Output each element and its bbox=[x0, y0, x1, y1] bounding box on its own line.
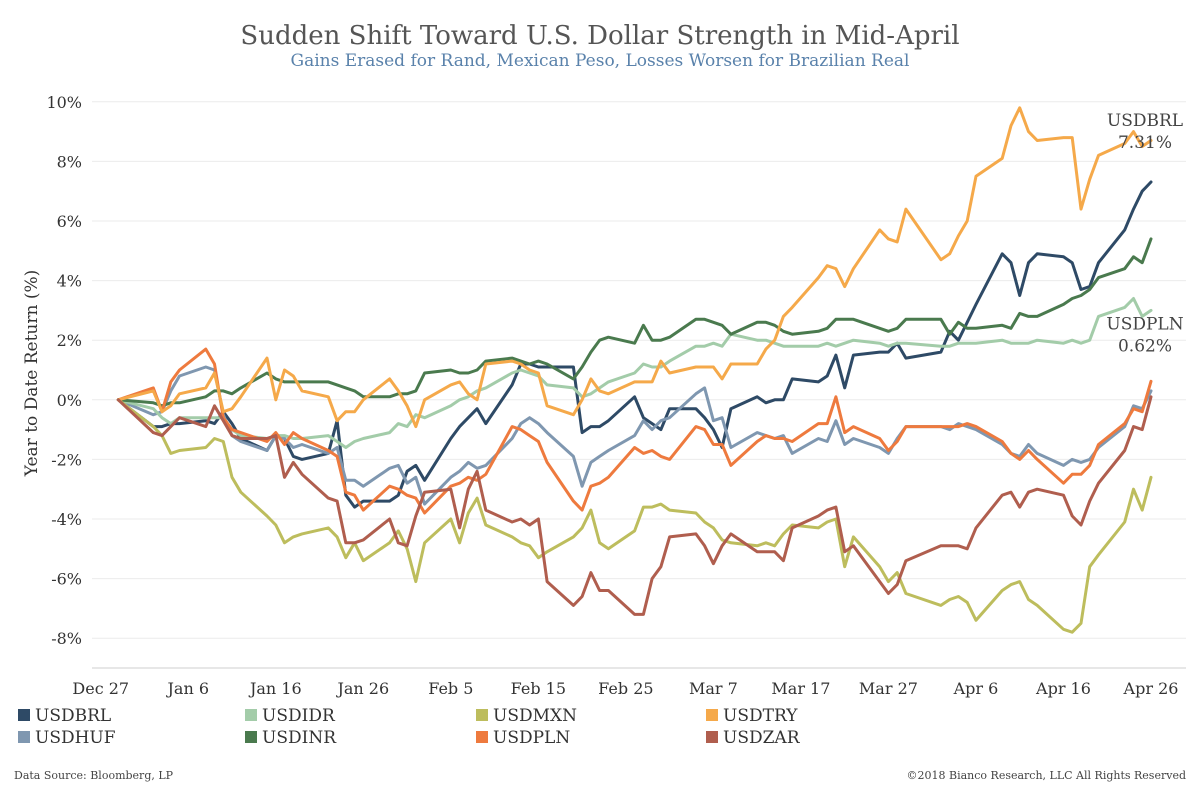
x-tick-label: Feb 5 bbox=[428, 679, 473, 698]
y-tick-label: 6% bbox=[57, 212, 82, 231]
series-line-usdmxn bbox=[116, 398, 1153, 634]
annotation-label: USDBRL bbox=[1107, 111, 1183, 131]
legend-swatch-usdtry bbox=[706, 709, 718, 721]
x-tick-label: Jan 6 bbox=[166, 679, 210, 698]
annotation-value: 7.31% bbox=[1118, 133, 1172, 153]
legend-swatch-usdpln bbox=[476, 731, 488, 743]
x-tick-label: Apr 6 bbox=[953, 679, 999, 698]
legend-swatch-usdbrl bbox=[18, 709, 30, 721]
data-source-note: Data Source: Bloomberg, LP bbox=[14, 769, 174, 782]
x-tick-label: Mar 7 bbox=[689, 679, 738, 698]
x-tick-label: Dec 27 bbox=[72, 679, 129, 698]
series-line-usdpln bbox=[116, 347, 1153, 515]
y-tick-label: -2% bbox=[51, 450, 82, 469]
copyright-note: ©2018 Bianco Research, LLC All Rights Re… bbox=[907, 769, 1186, 782]
chart-subtitle: Gains Erased for Rand, Mexican Peso, Los… bbox=[291, 51, 910, 71]
annotation-label: USDPLN bbox=[1106, 314, 1183, 334]
y-tick-label: 0% bbox=[57, 391, 82, 410]
y-axis-label: Year to Date Return (%) bbox=[22, 270, 42, 478]
annotation-value: 0.62% bbox=[1118, 336, 1172, 356]
gridlines bbox=[92, 101, 1186, 639]
legend-label-usdtry: USDTRY bbox=[723, 706, 798, 726]
y-tick-label: -6% bbox=[51, 570, 82, 589]
y-tick-label: 8% bbox=[57, 152, 82, 171]
y-tick-label: -4% bbox=[51, 510, 82, 529]
series-line-usdinr bbox=[116, 237, 1153, 408]
y-tick-label: 10% bbox=[46, 93, 82, 112]
legend-label-usdhuf: USDHUF bbox=[35, 728, 116, 748]
y-tick-label: 2% bbox=[57, 331, 82, 350]
y-tick-label: -8% bbox=[51, 629, 82, 648]
x-tick-label: Mar 17 bbox=[771, 679, 830, 698]
x-tick-label: Feb 25 bbox=[598, 679, 653, 698]
series-line-usdtry bbox=[116, 106, 1153, 429]
series-lines bbox=[116, 106, 1153, 634]
legend-swatch-usdidr bbox=[245, 709, 257, 721]
x-tick-label: Apr 16 bbox=[1035, 679, 1091, 698]
chart-title: Sudden Shift Toward U.S. Dollar Strength… bbox=[240, 21, 959, 51]
legend-swatch-usdinr bbox=[245, 731, 257, 743]
legend-label-usdinr: USDINR bbox=[262, 728, 337, 748]
legend: USDBRL USDIDR USDMXN USDTRY USDHUF USDINR USDP… bbox=[18, 706, 801, 748]
x-tick-label: Jan 26 bbox=[335, 679, 389, 698]
series-line-usdhuf bbox=[116, 365, 1153, 506]
series-line-usdidr bbox=[116, 297, 1153, 449]
series-line-usdzar bbox=[116, 395, 1153, 616]
legend-label-usdbrl: USDBRL bbox=[35, 706, 111, 726]
x-tick-label: Jan 16 bbox=[248, 679, 302, 698]
x-tick-label: Apr 26 bbox=[1123, 679, 1179, 698]
legend-label-usdmxn: USDMXN bbox=[493, 706, 577, 726]
x-tick-label: Mar 27 bbox=[859, 679, 918, 698]
legend-label-usdpln: USDPLN bbox=[493, 728, 570, 748]
legend-swatch-usdhuf bbox=[18, 731, 30, 743]
y-tick-label: 4% bbox=[57, 272, 82, 291]
legend-swatch-usdmxn bbox=[476, 709, 488, 721]
legend-swatch-usdzar bbox=[706, 731, 718, 743]
legend-label-usdidr: USDIDR bbox=[262, 706, 336, 726]
y-axis: -8% -6% -4% -2% 0% 2% 4% 6% 8% 10% bbox=[46, 93, 82, 648]
x-axis: Dec 27 Jan 6 Jan 16 Jan 26 Feb 5 Feb 15 Feb 25… bbox=[72, 679, 1178, 698]
legend-label-usdzar: USDZAR bbox=[723, 728, 801, 748]
x-tick-label: Feb 15 bbox=[511, 679, 566, 698]
series-line-usdbrl bbox=[116, 180, 1153, 509]
